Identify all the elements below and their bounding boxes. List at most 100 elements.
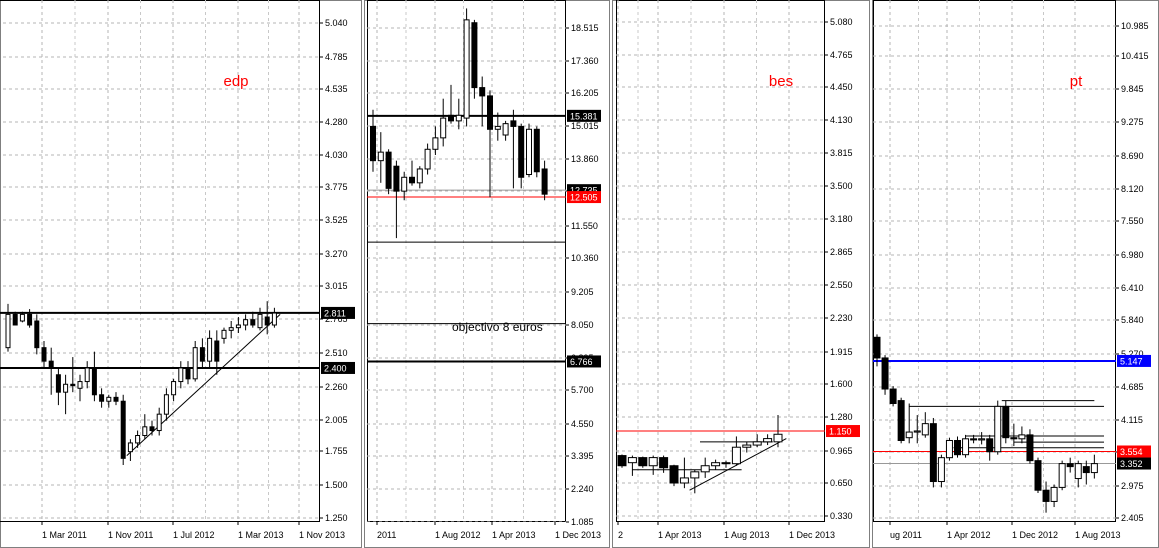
y-tick-label: 4.765 [830, 50, 853, 60]
candle-up [1074, 463, 1082, 480]
candle-up [690, 471, 700, 479]
candle-down [91, 367, 97, 396]
plot-area [0, 301, 320, 465]
candle-up [463, 19, 470, 119]
y-tick-label: 2.230 [830, 313, 853, 323]
candle-down [1082, 466, 1090, 474]
candle-up [742, 444, 752, 448]
candle-up [711, 462, 721, 467]
candle-up [243, 319, 249, 326]
price-label: 2.811 [324, 308, 346, 318]
candle-up [5, 313, 11, 349]
plot-border [367, 0, 566, 522]
candle-down [479, 87, 486, 97]
candle-up [377, 151, 384, 162]
candle-up [945, 439, 953, 459]
candle-up [679, 477, 689, 484]
candle-down [185, 367, 191, 380]
candle-down [199, 347, 205, 362]
candle-down [881, 357, 889, 390]
candle-down [113, 396, 119, 402]
x-tick-label: 1 Nov 2011 [108, 530, 153, 540]
candle-down [264, 316, 270, 326]
y-tick-label: 10.985 [1121, 21, 1149, 31]
candle-down [1034, 460, 1042, 491]
price-label-box [567, 191, 601, 204]
candle-up [207, 337, 213, 362]
y-tick-label: 3.775 [325, 182, 348, 192]
y-tick-label: 8.050 [571, 320, 594, 330]
candle-up [235, 324, 241, 329]
y-tick-label: 2.865 [830, 247, 853, 257]
candle-down [48, 360, 54, 369]
y-tick-label: 8.120 [1121, 184, 1144, 194]
candle-up [171, 381, 177, 396]
y-tick-label: 1.280 [830, 412, 853, 422]
price-label: 2.400 [324, 363, 347, 373]
y-tick-label: 2.550 [830, 280, 853, 290]
candle-down [929, 423, 937, 483]
candle-up [19, 313, 25, 322]
y-tick-label: 4.535 [325, 84, 348, 94]
y-tick-label: 13.860 [571, 154, 599, 164]
y-tick-label: 6.980 [1121, 250, 1144, 260]
x-tick-label: 1 Dec 2012 [1012, 530, 1058, 540]
y-tick-label: 4.450 [830, 82, 853, 92]
candle-up [84, 367, 90, 383]
candle-down [393, 165, 400, 192]
candle-up [127, 442, 133, 453]
grid [616, 0, 825, 522]
price-label: 6.766 [570, 357, 593, 367]
chart-annotation: pt [1070, 73, 1083, 90]
y-tick-label: 7.550 [1121, 216, 1144, 226]
candle-up [440, 117, 447, 139]
y-tick-label: 4.115 [1121, 415, 1143, 425]
y-tick-label: 2.765 [325, 314, 348, 324]
candle-down [897, 400, 905, 441]
y-tick-label: 5.040 [325, 18, 348, 28]
price-label-box [1117, 457, 1151, 470]
y-tick-label: 3.015 [325, 281, 348, 291]
candle-down [250, 319, 256, 326]
y-tick-label: 0.965 [830, 446, 853, 456]
grid [367, 0, 566, 522]
chart-note: objectivo 8 euros [452, 320, 543, 334]
x-tick-label: 1 Nov 2013 [299, 530, 345, 540]
price-label: 3.352 [1120, 459, 1143, 469]
plot-area [873, 334, 1116, 513]
candle-up [494, 125, 501, 130]
candle-up [937, 457, 945, 483]
candle-up [731, 446, 741, 465]
y-tick-label: 0.650 [830, 478, 853, 488]
x-tick-label: 1 Apr 2012 [947, 530, 991, 540]
y-tick-label: 5.700 [571, 385, 594, 395]
candle-up [221, 329, 227, 339]
price-label: 1.150 [829, 427, 852, 437]
y-tick-label: 1.500 [325, 480, 348, 490]
price-label: 5.147 [1120, 356, 1143, 366]
candle-down [1042, 489, 1050, 502]
candle-up [700, 465, 710, 473]
chart-panel-3: 5.080 4.765 4.450 4.130 3.815 3.500 3.180 2.865… [612, 0, 870, 548]
chart-panel-2: 18.51517.36016.20515.01513.86012.70511.5… [364, 0, 610, 548]
candle-down [638, 457, 648, 467]
candle-up [1018, 434, 1026, 440]
plot-border [873, 0, 1116, 522]
y-tick-label: 3.500 [830, 181, 853, 191]
candle-up [142, 426, 148, 437]
candle-down [889, 388, 897, 404]
candle-up [455, 114, 462, 122]
candle-up [228, 327, 234, 331]
y-tick-label: 9.205 [571, 287, 594, 297]
candle-up [1050, 486, 1058, 502]
x-tick-label: 1 Aug 2013 [1075, 530, 1121, 540]
chart-panel-1: 5.040 4.785 4.535 4.280 4.030 3.775 3.525 3.270… [0, 0, 362, 548]
candle-up [526, 128, 532, 176]
candle-down [721, 462, 731, 465]
candle-down [518, 125, 525, 178]
plot-area [367, 8, 566, 363]
candle-up [401, 176, 408, 192]
candle-up [424, 148, 431, 170]
candle-down [1010, 437, 1018, 440]
y-tick-label: 1.755 [325, 446, 348, 456]
